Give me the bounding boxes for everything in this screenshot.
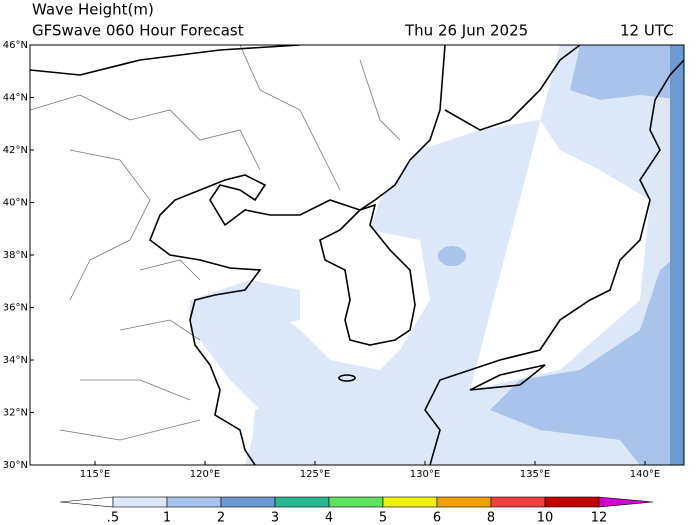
colorbar-box [382,496,438,508]
colorbar-label: 10 [537,511,554,525]
colorbar-label: 3 [271,511,279,525]
colorbar-high-arrow [598,496,654,508]
wave-field-pacific [490,250,684,465]
lon-label: 125°E [300,469,330,480]
lat-label: 42°N [3,145,28,156]
lat-label: 46°N [3,40,28,51]
island [338,374,356,382]
colorbar-label: 5 [379,511,387,525]
lat-label: 30°N [3,460,28,471]
date: Thu 26 Jun 2025 [404,22,528,40]
time: 12 UTC [620,22,674,40]
colorbar-box [328,496,384,508]
title: Wave Height(m) [32,1,154,19]
lon-label: 120°E [190,469,220,480]
wave-field-east-china-sea [250,400,430,465]
colorbar-label: 1 [163,511,171,525]
colorbar-label: 2 [217,511,225,525]
colorbar-box [112,496,168,508]
colorbar-box [436,496,492,508]
borders [30,45,401,441]
lon-label: 135°E [520,469,550,480]
lat-label: 34°N [3,355,28,366]
colorbar-label: 6 [433,511,441,525]
lat-label: 32°N [3,408,28,419]
map-area [30,45,684,465]
wave-field-yellow-sea [190,280,300,350]
coastline-korea [319,203,416,346]
lat-label: 38°N [3,250,28,261]
coastline-japan [424,59,684,465]
lon-label: 130°E [410,469,440,480]
lon-label: 115°E [80,469,110,480]
colorbar-label: 8 [487,511,495,525]
colorbar-box [166,496,222,508]
colorbar-label: .5 [107,511,119,525]
wave-field-north [570,45,684,100]
colorbar-box [274,496,330,508]
edge-band [670,45,684,465]
colorbar-box [490,496,546,508]
lat-label: 36°N [3,303,28,314]
subtitle: GFSwave 060 Hour Forecast [32,22,244,40]
coastline-russia [444,45,581,131]
wave-patch [438,246,466,266]
lon-label: 140°E [630,469,660,480]
colorbar-box [544,496,600,508]
colorbar-label: 4 [325,511,333,525]
colorbar-box [220,496,276,508]
colorbar-low-arrow [59,496,114,508]
colorbar-label: 12 [591,511,608,525]
lat-label: 44°N [3,93,28,104]
lat-label: 40°N [3,198,28,209]
coastline-china [30,45,446,465]
